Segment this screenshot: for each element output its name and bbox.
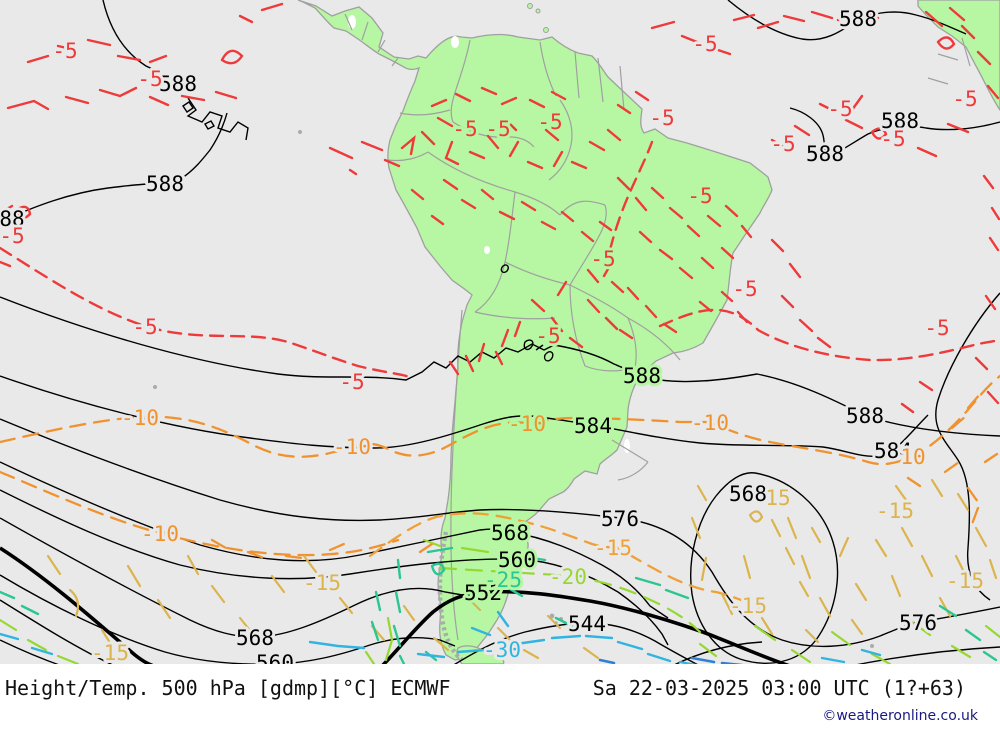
contour-label: 588 (839, 7, 877, 31)
contour-label: 568 (729, 482, 767, 506)
contour-label: 584 (874, 439, 912, 463)
contour-label: -5 (692, 32, 717, 56)
temp-contours-minus15-yellow (46, 478, 998, 660)
temp-contours-minus5 (0, 2, 1000, 414)
contour-label: 576 (899, 611, 937, 635)
contour-label: -15 (946, 569, 984, 593)
contour-label: -10 (508, 412, 546, 436)
contour-label: -10 (333, 435, 371, 459)
temp-contours-minus30 (0, 610, 882, 667)
contour-label: -5 (952, 87, 977, 111)
contour-label: -10 (141, 522, 179, 546)
contour-label: 552 (464, 581, 502, 605)
contour-label: -15 (594, 536, 632, 560)
contour-label: -5 (590, 247, 615, 271)
contour-label: -5 (0, 224, 25, 248)
contour-label: -15 (729, 594, 767, 618)
contour-label: -5 (485, 117, 510, 141)
copyright-link[interactable]: ©weatheronline.co.uk (822, 708, 978, 724)
contour-label: -5 (452, 117, 477, 141)
landmass-south-america (297, 0, 773, 661)
temp-contours-minus20 (0, 538, 1000, 666)
footer-bar: Height/Temp. 500 hPa [gdmp][°C] ECMWF Sa… (0, 664, 1000, 733)
contour-label: 584 (574, 414, 612, 438)
height-contour-552-thick-east (380, 589, 791, 668)
temp-contours-minus10 (0, 374, 1000, 560)
contour-label: 588 (881, 109, 919, 133)
contour-label: -25 (484, 568, 522, 592)
temp-contours-minus25 (0, 546, 998, 666)
contour-label-layer: 588 588 88 588 588 588 588 588 584 584 576 576 568 56… (0, 4, 987, 678)
map-datetime: Sa 22-03-2025 03:00 UTC (1?+63) (592, 676, 966, 700)
contour-label: -10 (691, 411, 729, 435)
contour-label: 588 (806, 142, 844, 166)
contour-label: -5 (339, 370, 364, 394)
contour-label: -30 (483, 638, 521, 662)
contour-label: 544 (568, 612, 606, 636)
contour-label: 88 (0, 207, 25, 231)
contour-label: 588 (146, 172, 184, 196)
map-title: Height/Temp. 500 hPa [gdmp][°C] ECMWF (5, 676, 451, 700)
contour-label: -5 (924, 316, 949, 340)
contour-label: -15 (303, 571, 341, 595)
contour-label: -5 (827, 97, 852, 121)
temp-contours-minus15-orange (368, 512, 760, 610)
contour-label: -5 (732, 277, 757, 301)
contour-label: -10 (121, 406, 159, 430)
contour-label: 10 (900, 445, 925, 469)
contour-label: -5 (132, 315, 157, 339)
contour-label: -5 (537, 110, 562, 134)
contour-label: -5 (137, 67, 162, 91)
contour-label: -5 (52, 39, 77, 63)
contour-label: -5 (687, 184, 712, 208)
contour-label: 560 (498, 548, 536, 572)
contour-label: -5 (649, 106, 674, 130)
patagonia-relief-speckle (437, 531, 464, 662)
contour-label: -20 (549, 565, 587, 589)
height-contours (0, 0, 1000, 670)
contour-label: 568 (236, 626, 274, 650)
contour-label: 568 (491, 521, 529, 545)
contour-label: -15 (876, 499, 914, 523)
contour-label: -5 (535, 324, 560, 348)
contour-label: 588 (846, 404, 884, 428)
contour-label: 588 (159, 72, 197, 96)
contour-label: -5 (880, 127, 905, 151)
island-dots (527, 3, 549, 33)
contour-label: 588 (623, 364, 661, 388)
contour-label: 576 (601, 507, 639, 531)
contour-label: 15 (765, 486, 790, 510)
contour-label: -5 (770, 132, 795, 156)
contour-label: -15 (91, 641, 129, 665)
